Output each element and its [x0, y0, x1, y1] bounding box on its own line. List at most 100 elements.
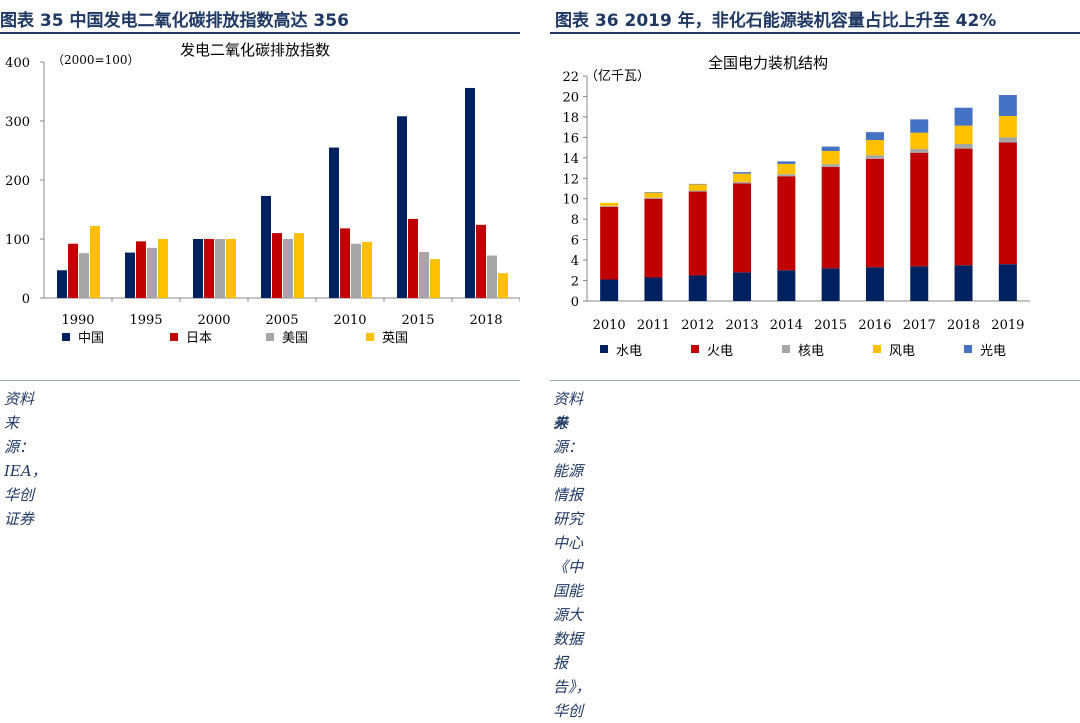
y-tick-label: 0 — [571, 295, 579, 310]
bar-火电 — [821, 167, 840, 269]
bar-风电 — [733, 173, 752, 182]
bar-光电 — [644, 192, 663, 193]
bar-水电 — [954, 265, 973, 301]
bar-美国 — [147, 247, 157, 298]
bar-水电 — [644, 277, 663, 301]
y-tick-label: 8 — [571, 213, 579, 228]
x-tick-label: 2010 — [333, 313, 366, 328]
x-tick-label: 2014 — [770, 318, 803, 333]
chart-title: 全国电力装机结构 — [708, 54, 828, 72]
bar-水电 — [600, 279, 619, 301]
legend-swatch — [266, 333, 274, 341]
x-tick-label: 2013 — [726, 318, 759, 333]
bar-水电 — [998, 264, 1017, 301]
bar-火电 — [644, 198, 663, 278]
unit-note: （2000=100） — [52, 53, 140, 67]
bar-中国 — [261, 195, 271, 298]
y-tick-label: 2 — [571, 275, 579, 290]
legend-swatch — [600, 345, 608, 353]
y-tick-label: 12 — [562, 172, 579, 187]
y-tick-label: 400 — [5, 56, 30, 71]
bar-中国 — [397, 116, 407, 298]
bar-核电 — [777, 174, 796, 177]
bar-光电 — [733, 172, 752, 174]
y-tick-label: 20 — [562, 90, 579, 105]
bar-美国 — [351, 243, 361, 298]
bar-英国 — [294, 233, 304, 298]
x-tick-label: 2018 — [469, 313, 502, 328]
legend-label: 风电 — [889, 344, 915, 359]
legend-swatch — [170, 333, 178, 341]
y-tick-label: 0 — [22, 292, 30, 307]
bar-英国 — [430, 259, 440, 298]
x-tick-label: 2011 — [637, 318, 670, 333]
y-tick-label: 300 — [5, 115, 30, 130]
bar-美国 — [79, 253, 89, 298]
bar-中国 — [125, 252, 135, 298]
y-tick-label: 100 — [5, 233, 30, 248]
title-rule — [0, 32, 520, 34]
y-tick-label: 18 — [562, 111, 579, 126]
bar-风电 — [954, 125, 973, 145]
bar-风电 — [821, 150, 840, 165]
legend-label: 英国 — [382, 331, 408, 346]
bar-风电 — [777, 163, 796, 175]
emission-index-chart: 发电二氧化碳排放指数 （2000=100） 0 100 200 300 400 1990 199… — [5, 41, 520, 346]
source-note: 资料来源：IEA，华创证券 — [4, 390, 47, 528]
legend-swatch — [366, 333, 374, 341]
bar-火电 — [733, 183, 752, 273]
bar-风电 — [865, 140, 884, 156]
x-tick-label: 2010 — [593, 318, 626, 333]
bar-日本 — [408, 218, 418, 298]
bar-火电 — [998, 142, 1017, 265]
y-tick-label: 14 — [562, 152, 579, 167]
source-note-line1: 资料来源：能源情报研究中心《中国能源大数据报告》，华创 — [553, 390, 591, 720]
bar-水电 — [821, 268, 840, 301]
bar-水电 — [865, 267, 884, 301]
legend-swatch — [62, 333, 70, 341]
bar-风电 — [688, 184, 707, 191]
bar-火电 — [910, 152, 929, 267]
legend-label: 中国 — [78, 331, 104, 346]
bar-核电 — [733, 181, 752, 184]
bar-核电 — [910, 149, 929, 153]
y-tick-label: 16 — [562, 131, 579, 146]
bar-中国 — [329, 147, 339, 298]
bar-水电 — [777, 270, 796, 301]
bar-核电 — [688, 190, 707, 192]
bar-美国 — [487, 255, 497, 298]
legend-label: 水电 — [616, 344, 642, 359]
source-note-line2: 券 — [553, 414, 569, 432]
bar-核电 — [865, 155, 884, 159]
y-tick-label: 200 — [5, 174, 30, 189]
x-tick-label: 1995 — [129, 313, 162, 328]
bar-水电 — [910, 266, 929, 301]
bar-核电 — [600, 205, 619, 207]
x-tick-label: 1990 — [61, 313, 94, 328]
y-tick-label: 4 — [571, 254, 579, 269]
x-tick-label: 2005 — [265, 313, 298, 328]
bar-日本 — [204, 239, 214, 298]
bar-日本 — [272, 233, 282, 298]
bar-核电 — [998, 137, 1017, 143]
x-tick-label: 2015 — [814, 318, 847, 333]
x-tick-label: 2000 — [197, 313, 230, 328]
bar-中国 — [193, 239, 203, 298]
bar-光电 — [865, 132, 884, 141]
bar-英国 — [226, 239, 236, 298]
legend-label: 核电 — [798, 344, 824, 359]
legend-swatch — [873, 345, 881, 353]
source-rule — [550, 380, 1080, 381]
figure-36-title: 图表 36 2019 年，非化石能源装机容量占比上升至 42% — [555, 11, 997, 31]
bar-日本 — [476, 224, 486, 298]
bar-美国 — [215, 239, 225, 298]
legend-swatch — [691, 345, 699, 353]
y-tick-label: 6 — [571, 234, 579, 249]
legend-label: 日本 — [186, 331, 212, 346]
legend-label: 光电 — [980, 344, 1006, 359]
bar-水电 — [688, 275, 707, 301]
bar-火电 — [688, 191, 707, 276]
x-tick-label: 2018 — [947, 318, 980, 333]
legend-label: 美国 — [282, 331, 308, 346]
x-tick-label: 2016 — [858, 318, 891, 333]
